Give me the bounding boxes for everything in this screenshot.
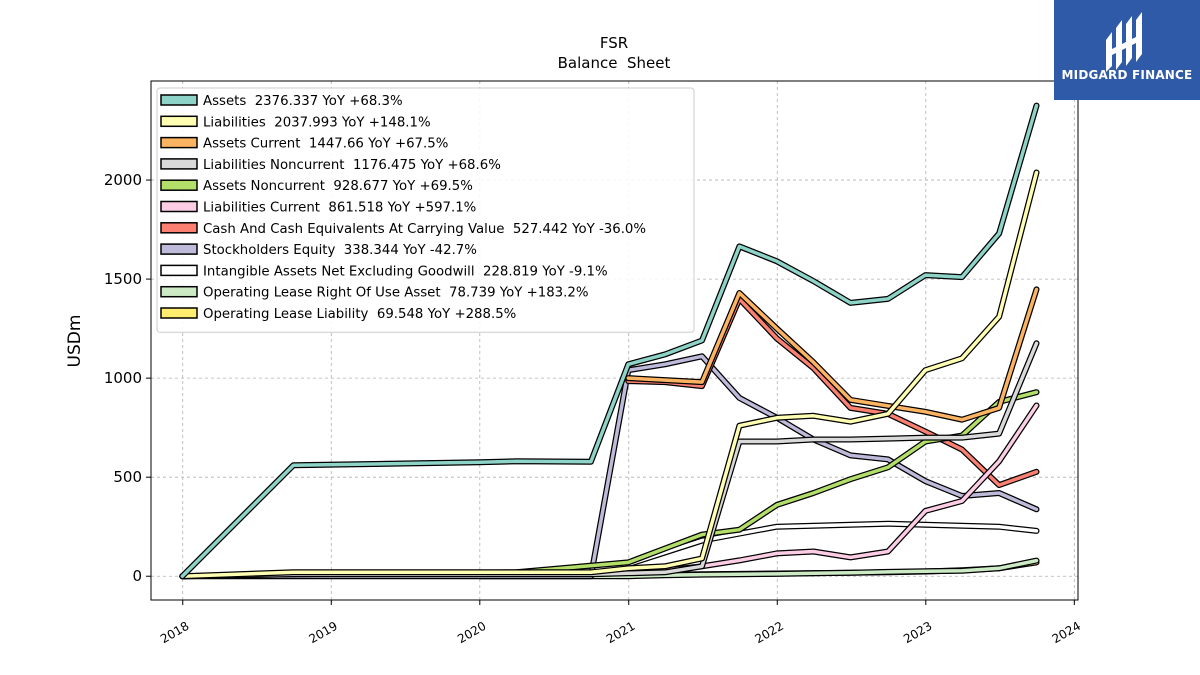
legend-swatch [160, 222, 198, 234]
legend-swatch [160, 285, 198, 298]
brand-logo: MIDGARD FINANCE [1054, 0, 1200, 100]
legend-label: Intangible Assets Net Excluding Goodwill… [203, 264, 608, 279]
legend-swatch [160, 158, 198, 170]
y-tick-label: 0 [132, 567, 142, 585]
series-6 [625, 295, 1040, 489]
legend-swatch [160, 115, 198, 128]
y-tick-label: 500 [113, 468, 142, 486]
legend-label: Assets Noncurrent 928.677 YoY +69.5% [203, 179, 473, 194]
legend-swatch [160, 307, 198, 319]
legend-swatch [160, 264, 198, 277]
series-8 [625, 520, 1040, 568]
x-tick-label: 2021 [604, 619, 637, 646]
legend-label: Operating Lease Liability 69.548 YoY +28… [203, 307, 516, 322]
series-line [626, 297, 1039, 487]
plot-frame [150, 80, 1079, 601]
legend-box [156, 87, 695, 333]
legend-swatch [160, 200, 198, 213]
legend-label: Liabilities Current 861.518 YoY +597.1% [203, 201, 476, 216]
series-line [180, 170, 1039, 578]
series-line [626, 287, 1039, 422]
y-tick-label: 1000 [104, 369, 142, 387]
x-tick-label: 2020 [455, 619, 488, 646]
legend-label: Assets Current 1447.66 YoY +67.5% [203, 137, 448, 152]
series-line [626, 521, 1039, 567]
y-tick-label: 1500 [104, 270, 142, 288]
legend-label: Stockholders Equity 338.344 YoY -42.7% [203, 243, 477, 258]
x-tick-label: 2024 [1050, 619, 1083, 646]
y-axis-label: USDm [65, 315, 85, 368]
legend: Assets 2376.337 YoY +68.3% Liabilities 20… [156, 87, 695, 333]
chart-title: FSR [600, 34, 628, 52]
legend-label: Cash And Cash Equivalents At Carrying Va… [203, 222, 646, 237]
series-line [180, 103, 1039, 578]
x-tick-label: 2019 [307, 619, 340, 646]
legend-label: Liabilities Noncurrent 1176.475 YoY +68.… [203, 158, 501, 173]
series-2 [625, 286, 1040, 423]
series-0 [179, 102, 1040, 580]
brand-mark-icon [1106, 12, 1142, 72]
chart-subtitle: Balance Sheet [558, 54, 671, 72]
legend-swatch [160, 94, 198, 106]
legend-label: Liabilities 2037.993 YoY +148.1% [203, 115, 431, 130]
legend-swatch [160, 136, 198, 149]
y-tick-label: 2000 [104, 171, 142, 189]
series-lines [179, 102, 1040, 580]
legend-label: Assets 2376.337 YoY +68.3% [203, 94, 403, 109]
legend-swatch [160, 179, 198, 191]
brand-name: MIDGARD FINANCE [1061, 68, 1193, 82]
x-tick-label: 2022 [753, 619, 786, 646]
legend-swatch [160, 243, 198, 255]
legend-label: Operating Lease Right Of Use Asset 78.73… [203, 286, 588, 301]
x-tick-label: 2018 [158, 619, 191, 646]
x-tick-label: 2023 [901, 619, 934, 646]
series-1 [179, 169, 1040, 580]
